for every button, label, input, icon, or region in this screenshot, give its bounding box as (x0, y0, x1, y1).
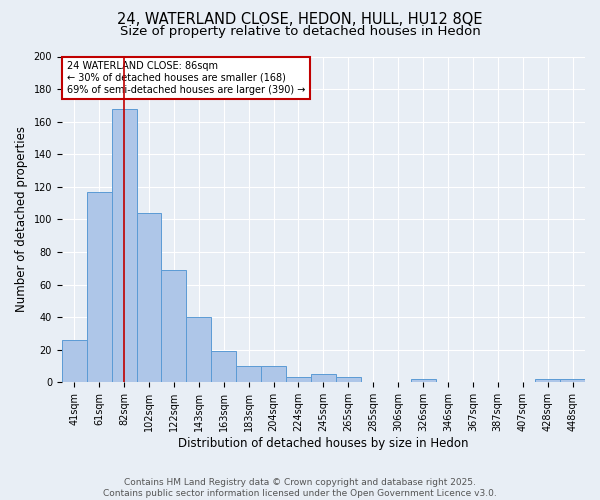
Text: Size of property relative to detached houses in Hedon: Size of property relative to detached ho… (119, 25, 481, 38)
Bar (137, 213, 161, 382)
Bar (211, 352, 236, 382)
Bar (187, 317, 211, 382)
Bar (112, 108, 137, 382)
Text: Contains HM Land Registry data © Crown copyright and database right 2025.
Contai: Contains HM Land Registry data © Crown c… (103, 478, 497, 498)
Text: 24 WATERLAND CLOSE: 86sqm
← 30% of detached houses are smaller (168)
69% of semi: 24 WATERLAND CLOSE: 86sqm ← 30% of detac… (67, 62, 305, 94)
Bar (261, 366, 286, 382)
Text: 24, WATERLAND CLOSE, HEDON, HULL, HU12 8QE: 24, WATERLAND CLOSE, HEDON, HULL, HU12 8… (117, 12, 483, 28)
Bar (62, 340, 86, 382)
Bar (311, 374, 336, 382)
Bar (286, 378, 311, 382)
Bar (336, 378, 361, 382)
Bar (161, 270, 187, 382)
Bar (86, 192, 112, 382)
X-axis label: Distribution of detached houses by size in Hedon: Distribution of detached houses by size … (178, 437, 469, 450)
Bar (560, 379, 585, 382)
Y-axis label: Number of detached properties: Number of detached properties (15, 126, 28, 312)
Bar (236, 366, 261, 382)
Bar (410, 379, 436, 382)
Bar (535, 379, 560, 382)
